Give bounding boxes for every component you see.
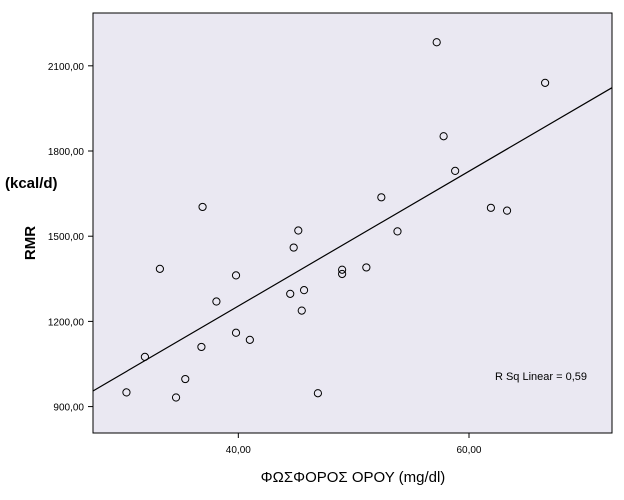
x-tick-label: 60,00: [456, 445, 481, 456]
data-point: [313, 389, 322, 398]
r-squared-annotation: R Sq Linear = 0,59: [495, 371, 587, 383]
data-point: [286, 289, 295, 298]
data-point: [377, 193, 386, 202]
data-point: [181, 374, 190, 384]
x-tick-label: 40,00: [226, 445, 251, 456]
data-points: [122, 38, 550, 402]
data-point: [338, 269, 347, 279]
plot-area: [92, 12, 613, 434]
data-point: [432, 38, 441, 47]
x-axis-title: ΦΩΣΦΟΡΟΣ ΟΡΟΥ (mg/dl): [261, 469, 446, 486]
data-point: [486, 203, 495, 212]
data-point: [231, 328, 241, 337]
data-point: [122, 388, 131, 397]
y-axis-unit: (kcal/d): [5, 175, 58, 192]
regression-line: [92, 87, 613, 392]
data-point: [212, 297, 221, 306]
data-point: [297, 306, 306, 315]
data-point: [140, 352, 149, 361]
y-axis-title: RMR: [22, 226, 39, 260]
data-point: [362, 263, 371, 272]
data-point: [502, 206, 512, 215]
y-tick-label: 1800,00: [48, 147, 85, 158]
data-point: [451, 166, 460, 175]
data-point: [197, 342, 206, 352]
data-point: [155, 264, 164, 273]
data-point: [231, 271, 241, 280]
data-point: [338, 265, 347, 274]
data-point: [294, 226, 303, 235]
y-tick-label: 2100,00: [48, 62, 85, 73]
data-point: [245, 335, 254, 344]
data-point: [289, 243, 298, 252]
data-point: [299, 286, 309, 295]
data-point: [171, 393, 181, 402]
y-tick-label: 1200,00: [48, 317, 85, 328]
y-tick-label: 1500,00: [48, 232, 85, 243]
data-point: [393, 227, 402, 236]
data-point: [541, 78, 550, 87]
y-axis: 900,00 1200,00 1500,00 1800,00 2100,00: [48, 62, 93, 414]
x-axis: 40,00 60,00: [226, 433, 482, 456]
y-tick-label: 900,00: [53, 403, 84, 414]
data-point: [198, 202, 207, 212]
data-point: [439, 132, 448, 141]
